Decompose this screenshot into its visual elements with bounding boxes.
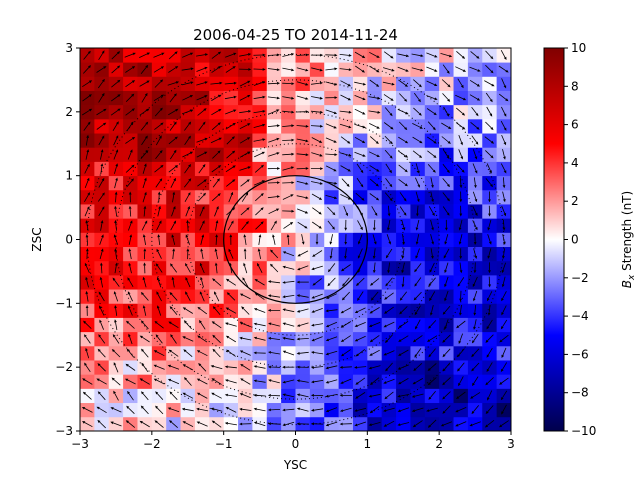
colorbar-tick-label: −10 [571, 424, 596, 438]
colorbar [544, 48, 564, 431]
colorbar-tick-label: −6 [571, 347, 589, 361]
colorbar-tick-label: 4 [571, 156, 579, 170]
colorbar-tick-label: 8 [571, 79, 579, 93]
colorbar-tick-label: 2 [571, 194, 579, 208]
colorbar-tick-label: −4 [571, 309, 589, 323]
x-tick-label: −2 [143, 437, 161, 451]
y-axis-label: ZSC [30, 227, 44, 251]
y-axis-ticks: −3 −2 −1 0 1 2 3 [55, 41, 80, 438]
x-tick-label: −3 [71, 437, 89, 451]
y-tick-label: 1 [65, 169, 73, 183]
y-tick-label: 3 [65, 41, 73, 55]
colorbar-tick-label: 6 [571, 118, 579, 132]
y-tick-label: −1 [55, 296, 73, 310]
x-tick-label: 2 [435, 437, 443, 451]
y-tick-label: 2 [65, 105, 73, 119]
y-tick-label: −2 [55, 360, 73, 374]
colorbar-tick-label: −2 [571, 271, 589, 285]
chart-title: 2006-04-25 TO 2014-11-24 [193, 26, 398, 44]
x-axis-ticks: −3 −2 −1 0 1 2 3 [71, 431, 515, 451]
x-axis-label: YSC [283, 458, 307, 472]
colorbar-tick-label: 0 [571, 233, 579, 247]
colorbar-label: Bx Strength (nT) [620, 191, 637, 288]
x-tick-label: 1 [364, 437, 372, 451]
colorbar-ticks: −10 −8 −6 −4 −2 0 2 4 6 8 10 [564, 41, 596, 438]
colorbar-tick-label: 10 [571, 41, 586, 55]
colorbar-tick-label: −8 [571, 386, 589, 400]
y-tick-label: −3 [55, 424, 73, 438]
y-tick-label: 0 [65, 233, 73, 247]
x-tick-label: 3 [507, 437, 515, 451]
x-tick-label: −1 [215, 437, 233, 451]
x-tick-label: 0 [292, 437, 300, 451]
